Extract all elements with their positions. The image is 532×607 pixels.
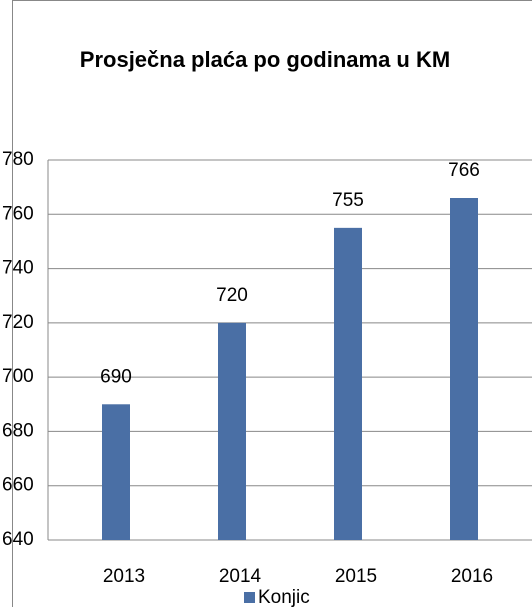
data-label: 720 — [216, 285, 248, 306]
x-tick-label: 2014 — [219, 566, 262, 587]
y-tick-label: 700 — [2, 366, 34, 387]
chart-title: Prosječna plaća po godinama u KM — [79, 47, 451, 72]
data-label: 690 — [100, 366, 132, 387]
y-tick-label: 760 — [2, 203, 34, 224]
x-tick-label: 2016 — [451, 566, 493, 587]
x-tick-label: 2013 — [103, 566, 145, 587]
y-tick-label: 640 — [2, 529, 34, 550]
data-label: 755 — [332, 190, 364, 211]
chart-frame — [12, 0, 532, 607]
bar — [218, 322, 246, 540]
y-tick-label: 780 — [2, 149, 34, 170]
x-tick-label: 2015 — [335, 566, 377, 587]
data-label: 766 — [448, 160, 480, 181]
y-tick-label: 680 — [2, 420, 34, 441]
y-tick-label: 660 — [2, 475, 34, 496]
legend-label: Konjic — [258, 587, 310, 607]
bar — [450, 198, 478, 540]
y-tick-label: 740 — [2, 258, 34, 279]
y-tick-label: 720 — [2, 312, 34, 333]
bar — [102, 404, 130, 540]
bar — [334, 227, 362, 540]
legend-swatch — [244, 592, 255, 603]
